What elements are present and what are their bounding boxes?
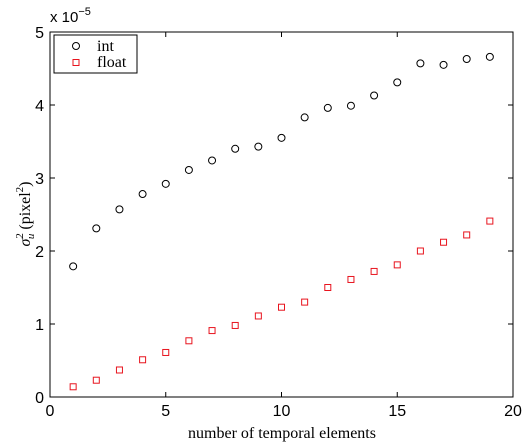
x-tick-label: 5 bbox=[161, 403, 170, 420]
x-tick-label: 15 bbox=[388, 403, 406, 420]
y-tick-label: 5 bbox=[35, 25, 44, 42]
y-tick-label: 0 bbox=[35, 390, 44, 407]
plot-area bbox=[50, 32, 513, 397]
y-tick-label: 3 bbox=[35, 171, 44, 188]
x-axis-label: number of temporal elements bbox=[188, 425, 376, 442]
y-tick-label: 4 bbox=[35, 98, 44, 115]
x-tick-label: 10 bbox=[273, 403, 291, 420]
x-tick-label: 20 bbox=[504, 403, 522, 420]
legend: int float bbox=[54, 35, 137, 73]
y-axis-label: σ2u (pixel2) bbox=[14, 181, 37, 246]
legend-label-float: float bbox=[97, 54, 127, 71]
y-tick-label: 1 bbox=[35, 317, 44, 334]
legend-label-int: int bbox=[97, 38, 114, 55]
x-tick-label: 0 bbox=[46, 403, 55, 420]
y-multiplier-label: x 10−5 bbox=[50, 6, 91, 26]
y-tick-label: 2 bbox=[35, 244, 44, 261]
